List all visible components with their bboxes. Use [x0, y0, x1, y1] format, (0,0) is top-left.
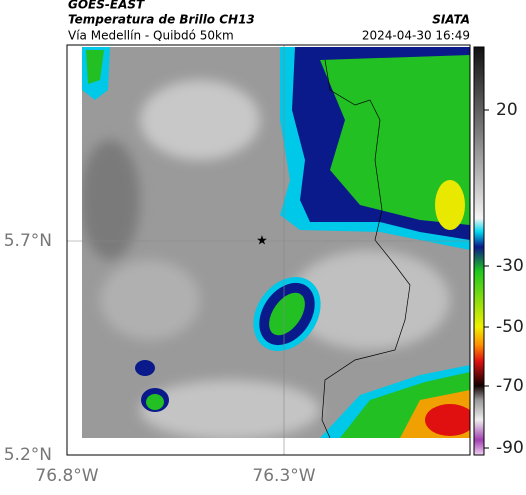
title: Temperatura de Brillo CH13: [68, 13, 255, 27]
colorbar-tick-label: -50: [496, 317, 524, 337]
colorbar-tick-label: -90: [496, 438, 524, 458]
map-frame: [66, 44, 471, 456]
lat-tick-label: 5.2°N: [4, 445, 52, 465]
satellite-label: GOES-EAST: [68, 0, 145, 12]
colorbar-tick-label: -70: [496, 376, 524, 396]
colorbar-ticks: 20 -30 -50 -70 -90: [484, 100, 524, 458]
source: SIATA: [432, 13, 470, 27]
colorbar-tick-label: 20: [496, 100, 518, 120]
lon-tick-label: 76.3°W: [252, 466, 315, 486]
datetime: 2024-04-30 16:49: [362, 29, 470, 43]
satellite-image: [82, 47, 470, 438]
lon-tick-label: 76.8°W: [35, 466, 98, 486]
subtitle: Vía Medellín - Quibdó 50km: [68, 29, 234, 43]
colorbar: [473, 46, 485, 456]
location-marker: ★: [256, 234, 268, 249]
lat-tick-label: 5.7°N: [4, 231, 52, 251]
colorbar-tick-label: -30: [496, 256, 524, 276]
